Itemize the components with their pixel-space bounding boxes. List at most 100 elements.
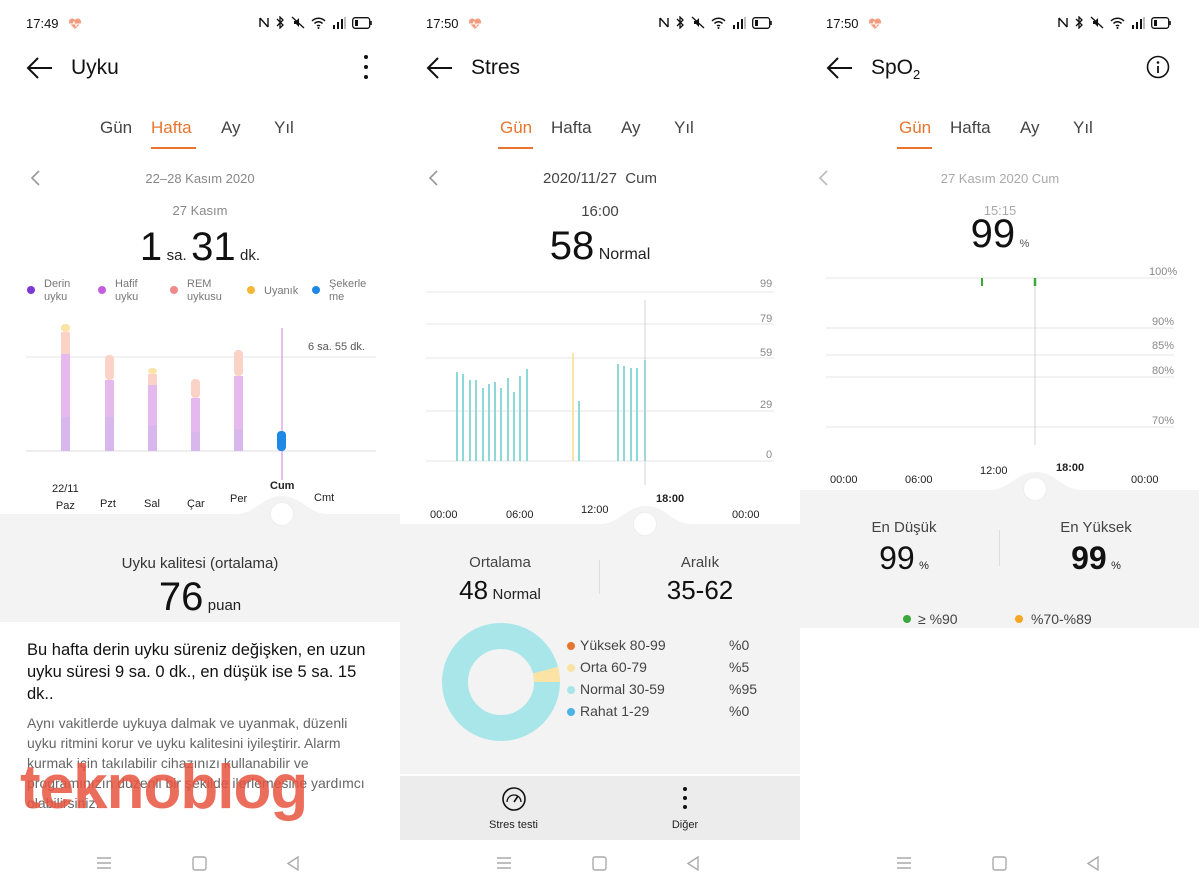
- range-value: 35-62: [666, 575, 734, 605]
- legend-relaxed-pct: %0: [729, 703, 750, 719]
- tab-month[interactable]: Ay: [1020, 118, 1040, 137]
- y-tick: 99: [760, 278, 773, 290]
- heart-rate-icon: [868, 18, 882, 29]
- weekly-summary: Bu hafta derin uyku süreniz değişken, en…: [27, 641, 366, 703]
- x-tick: 12:00: [581, 504, 609, 516]
- battery-icon: [352, 16, 372, 29]
- home-nav-icon[interactable]: [192, 856, 207, 871]
- nfc-icon: [259, 17, 269, 28]
- duration-hours: 1: [139, 225, 163, 269]
- tab-month[interactable]: Ay: [621, 118, 641, 137]
- bar-pzt[interactable]: [105, 355, 114, 451]
- donut-normal[interactable]: [442, 623, 560, 741]
- tab-year[interactable]: Yıl: [274, 118, 294, 137]
- status-time: 17:50: [426, 16, 459, 31]
- more-options-icon: [683, 787, 687, 809]
- back-nav-icon[interactable]: [1086, 856, 1100, 871]
- more-button[interactable]: Diğer: [650, 786, 720, 831]
- selected-time: 15:15: [983, 203, 1017, 218]
- bar-cum[interactable]: [277, 431, 286, 451]
- teknoblog-watermark: teknoblog: [20, 753, 308, 822]
- home-nav-icon[interactable]: [992, 856, 1007, 871]
- date-range: 22–28 Kasım 2020: [145, 171, 255, 186]
- legend-rem-label: REM uykusu: [187, 278, 222, 303]
- day-label-pzt: Pzt: [100, 498, 116, 510]
- bar-car[interactable]: [191, 379, 200, 451]
- back-nav-icon[interactable]: [686, 856, 700, 871]
- home-nav-icon[interactable]: [592, 856, 607, 871]
- legend-normal-dot: [567, 686, 575, 694]
- x-tick: 00:00: [830, 474, 858, 486]
- legend-light-dot: [98, 286, 106, 294]
- tab-week[interactable]: Hafta: [151, 118, 192, 137]
- tab-day[interactable]: Gün: [500, 118, 533, 137]
- active-tab-indicator: [151, 147, 196, 149]
- x-tick: 06:00: [506, 509, 534, 521]
- status-icons: [258, 16, 372, 29]
- previous-period-icon[interactable]: [427, 169, 441, 187]
- previous-period-icon[interactable]: [29, 169, 43, 187]
- menu-nav-icon[interactable]: [496, 856, 512, 870]
- mute-icon: [1090, 16, 1104, 29]
- menu-nav-icon[interactable]: [96, 856, 112, 870]
- tab-week[interactable]: Hafta: [551, 118, 592, 137]
- donut-medium[interactable]: [532, 666, 560, 683]
- bar-per[interactable]: [234, 350, 243, 451]
- y-tick: 59: [760, 347, 773, 359]
- summary-card: [0, 622, 400, 840]
- bar-sal[interactable]: [148, 368, 157, 451]
- spo2-day-chart[interactable]: [800, 260, 1199, 460]
- tab-week[interactable]: Hafta: [950, 118, 991, 137]
- stress-day-chart[interactable]: [400, 270, 800, 500]
- scrubber-knob[interactable]: [633, 512, 657, 536]
- tab-day[interactable]: Gün: [100, 118, 133, 137]
- legend-rem-dot: [170, 286, 178, 294]
- nfc-icon: [659, 17, 669, 28]
- legend-normal-dot: [903, 615, 911, 623]
- back-arrow-icon[interactable]: [426, 54, 454, 82]
- legend-normal-label: Normal 30-59: [580, 681, 665, 697]
- legend-high-pct: %0: [729, 637, 750, 653]
- sleep-weekly-chart[interactable]: [0, 320, 400, 520]
- scrubber-knob[interactable]: [1023, 477, 1047, 501]
- legend-awake-label: Uyanık: [264, 285, 299, 297]
- average-state: Normal: [492, 586, 541, 603]
- system-nav-bar: [0, 840, 400, 888]
- selected-time: 16:00: [581, 203, 619, 220]
- divider: [999, 530, 1000, 566]
- page-title: Stres: [471, 56, 521, 79]
- tab-year[interactable]: Yıl: [1073, 118, 1093, 137]
- stress-value: 58: [549, 224, 595, 268]
- stress-test-label: Stres testi: [489, 819, 538, 831]
- bar-paz[interactable]: [61, 324, 70, 451]
- signal-icon: [333, 16, 346, 29]
- stress-test-button[interactable]: Stres testi: [476, 786, 551, 831]
- status-time: 17:49: [26, 16, 59, 31]
- average-value: 48: [459, 575, 489, 605]
- heart-rate-icon: [468, 18, 482, 29]
- bluetooth-icon: [676, 16, 684, 29]
- status-bar: 17:50: [826, 16, 1171, 34]
- legend-high-dot: [567, 642, 575, 650]
- legend-normal-pct: %95: [729, 681, 758, 697]
- info-icon[interactable]: [1146, 55, 1170, 79]
- tab-day[interactable]: Gün: [899, 118, 932, 137]
- bluetooth-icon: [1075, 16, 1083, 29]
- stress-donut-chart[interactable]: [442, 623, 560, 741]
- max-reading: 99 %: [992, 540, 1199, 577]
- more-options-icon[interactable]: [360, 54, 372, 80]
- back-arrow-icon[interactable]: [26, 54, 54, 82]
- tab-month[interactable]: Ay: [221, 118, 241, 137]
- bluetooth-icon: [276, 16, 284, 29]
- legend-low-label: %70-%89: [1031, 611, 1092, 627]
- previous-period-icon[interactable]: [817, 169, 831, 187]
- back-nav-icon[interactable]: [286, 856, 300, 871]
- scrubber-knob[interactable]: [270, 502, 294, 526]
- back-arrow-icon[interactable]: [826, 54, 854, 82]
- y-tick: 70%: [1152, 415, 1175, 427]
- quality-value: 76: [158, 575, 204, 619]
- tab-year[interactable]: Yıl: [674, 118, 694, 137]
- menu-nav-icon[interactable]: [896, 856, 912, 870]
- y-tick: 29: [760, 399, 773, 411]
